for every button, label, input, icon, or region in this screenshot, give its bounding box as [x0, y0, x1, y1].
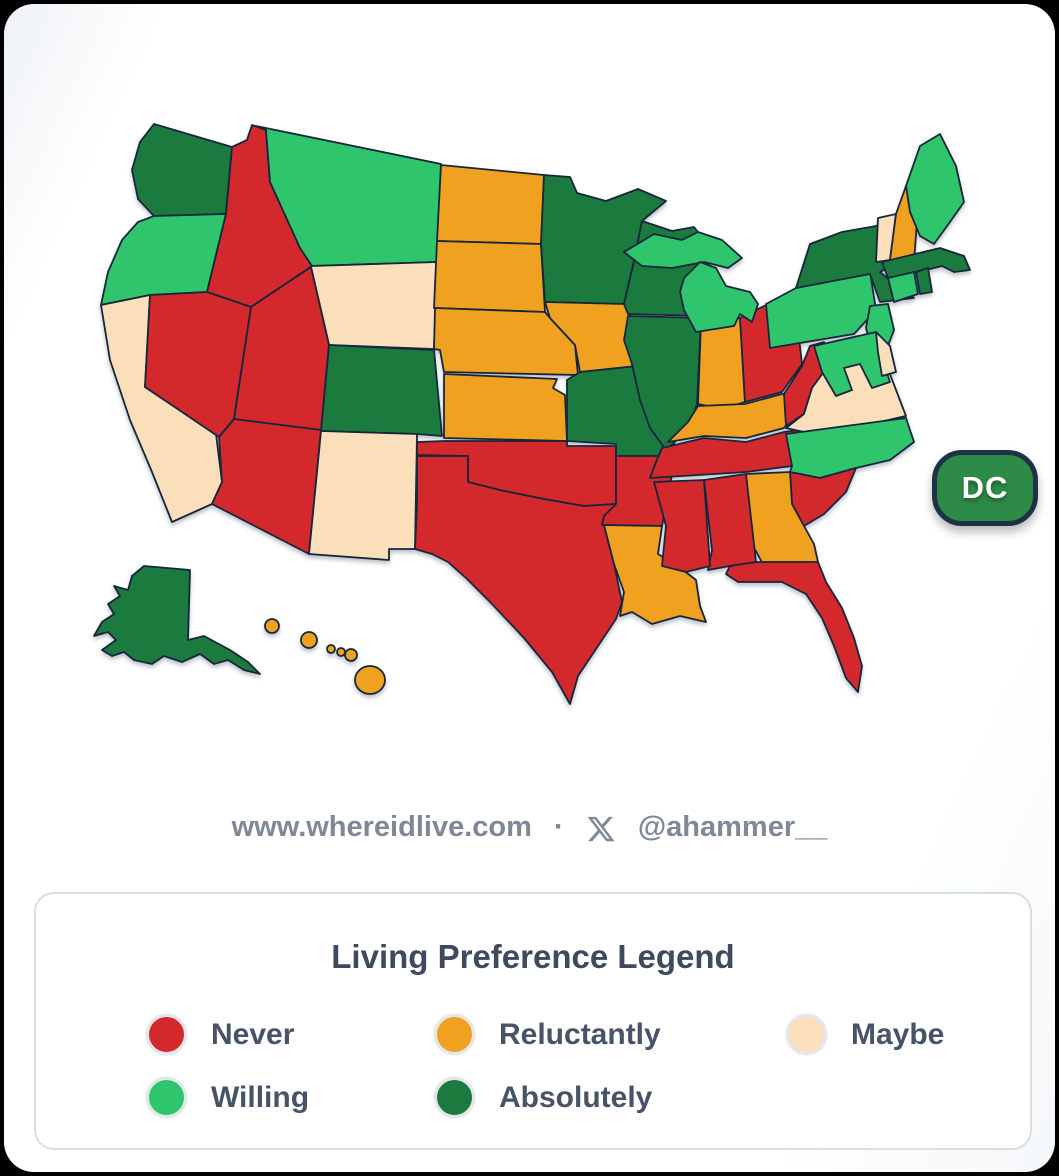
state-HI-island: [326, 644, 336, 654]
legend-label-willing: Willing: [211, 1080, 310, 1114]
legend-label-never: Never: [211, 1017, 295, 1051]
willing-swatch: [146, 1077, 187, 1118]
legend-card: Living Preference Legend Never Reluctant…: [34, 892, 1032, 1150]
never-swatch: [146, 1014, 187, 1055]
state-HI-island: [264, 618, 280, 634]
state-HI-island: [336, 647, 346, 657]
absolutely-swatch: [434, 1077, 475, 1118]
attribution-row: www.whereidlive.com · @ahammer__: [4, 810, 1055, 844]
website-url: www.whereidlive.com: [231, 810, 532, 843]
state-DE: [875, 331, 897, 377]
state-HI-island: [300, 631, 318, 649]
dc-badge: DC: [932, 450, 1038, 526]
state-HI-big-island: [354, 665, 386, 695]
state-MI-lower-peninsula: [679, 261, 759, 333]
x-logo-icon: [586, 811, 616, 844]
legend-item-never: Never: [146, 1014, 434, 1055]
legend-item-reluctantly: Reluctantly: [434, 1014, 786, 1055]
state-HI-island: [344, 648, 358, 662]
legend-title: Living Preference Legend: [331, 938, 735, 975]
state-LA: [603, 524, 707, 625]
separator-dot: ·: [553, 810, 564, 843]
state-FL: [725, 561, 863, 693]
x-handle: @ahammer__: [637, 810, 828, 843]
state-MS: [653, 479, 711, 573]
legend-item-absolutely: Absolutely: [434, 1077, 786, 1118]
state-WA: [131, 123, 233, 217]
legend-item-willing: Willing: [146, 1077, 434, 1118]
state-CT: [887, 271, 919, 303]
state-WY: [310, 261, 438, 350]
legend-label-absolutely: Absolutely: [499, 1080, 653, 1114]
state-KY: [667, 393, 805, 443]
state-ME: [905, 133, 965, 245]
state-CO: [320, 344, 443, 437]
state-RI: [915, 267, 933, 295]
reluctantly-swatch: [434, 1014, 475, 1055]
state-NM: [308, 430, 418, 561]
state-MI-upper-peninsula: [623, 231, 743, 269]
legend-grid: Never Reluctantly Maybe Willing Absolute…: [146, 1014, 990, 1118]
us-choropleth-map: [93, 123, 971, 705]
maybe-swatch: [786, 1014, 827, 1055]
state-KS: [443, 373, 568, 442]
legend-label-maybe: Maybe: [851, 1017, 945, 1051]
state-AK: [93, 565, 261, 675]
state-TX: [414, 455, 623, 705]
state-IN: [697, 317, 746, 410]
state-AZ: [211, 418, 322, 555]
infographic-card: DC www.whereidlive.com · @ahammer__ Livi…: [4, 4, 1055, 1172]
state-ND: [436, 164, 545, 245]
state-AL: [703, 473, 757, 571]
state-MN: [540, 174, 667, 305]
legend-label-reluctantly: Reluctantly: [499, 1017, 661, 1051]
state-SD: [433, 240, 546, 313]
dc-badge-label: DC: [961, 470, 1009, 505]
legend-item-maybe: Maybe: [786, 1014, 990, 1055]
